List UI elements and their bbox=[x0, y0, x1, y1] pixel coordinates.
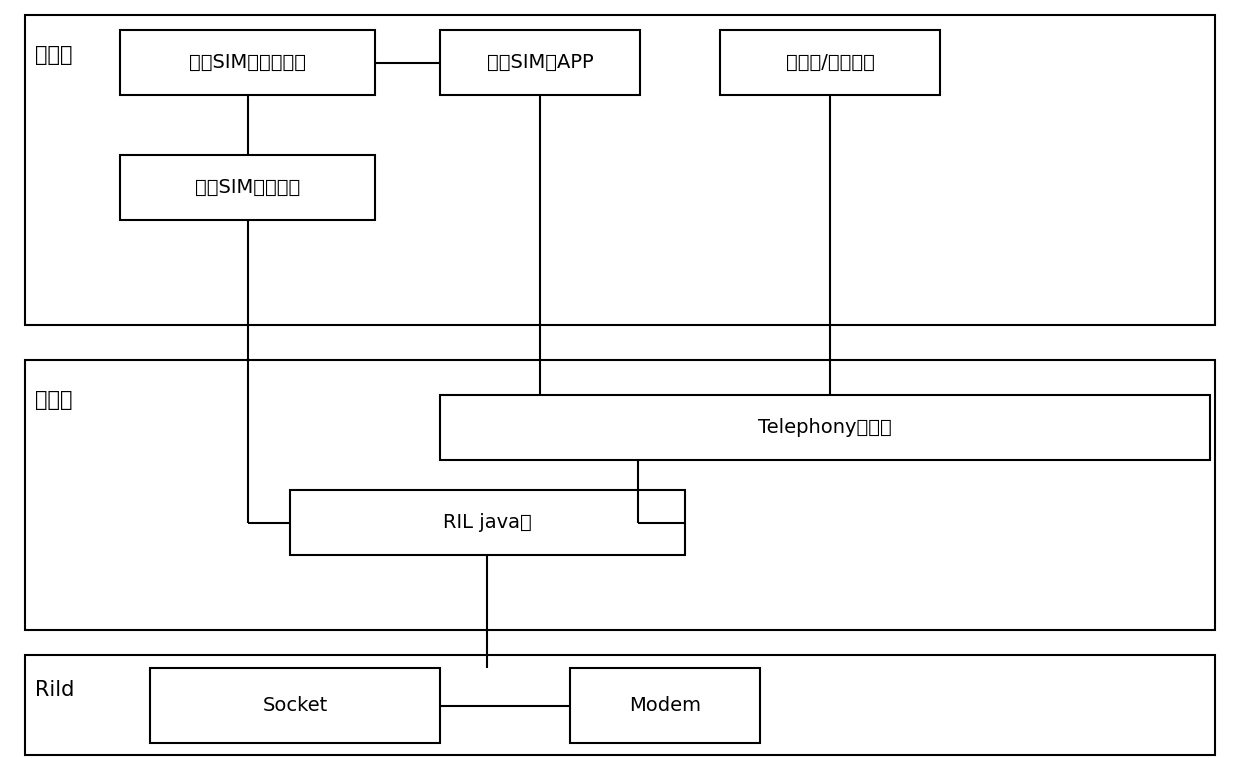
Bar bbox=[440, 395, 1210, 460]
Bar bbox=[25, 15, 1215, 325]
Bar bbox=[290, 490, 684, 555]
Bar bbox=[25, 360, 1215, 630]
Text: 虚拟SIM卡操作系统: 虚拟SIM卡操作系统 bbox=[188, 53, 306, 72]
Text: Modem: Modem bbox=[629, 696, 701, 715]
Text: 框架层: 框架层 bbox=[35, 390, 72, 410]
Text: Telephony接口层: Telephony接口层 bbox=[758, 418, 892, 437]
Text: 虚拟SIM卡APP: 虚拟SIM卡APP bbox=[486, 53, 593, 72]
Text: Rild: Rild bbox=[35, 680, 74, 700]
Bar bbox=[720, 30, 940, 95]
Bar bbox=[25, 655, 1215, 755]
Bar bbox=[120, 155, 374, 220]
Bar bbox=[570, 668, 760, 743]
Bar bbox=[120, 30, 374, 95]
Text: 虚拟SIM卡适配层: 虚拟SIM卡适配层 bbox=[195, 178, 300, 197]
Text: 电话本/信息模块: 电话本/信息模块 bbox=[786, 53, 874, 72]
Bar bbox=[150, 668, 440, 743]
Text: 应用层: 应用层 bbox=[35, 45, 72, 65]
Bar bbox=[440, 30, 640, 95]
Text: RIL java层: RIL java层 bbox=[443, 513, 532, 532]
Text: Socket: Socket bbox=[263, 696, 327, 715]
